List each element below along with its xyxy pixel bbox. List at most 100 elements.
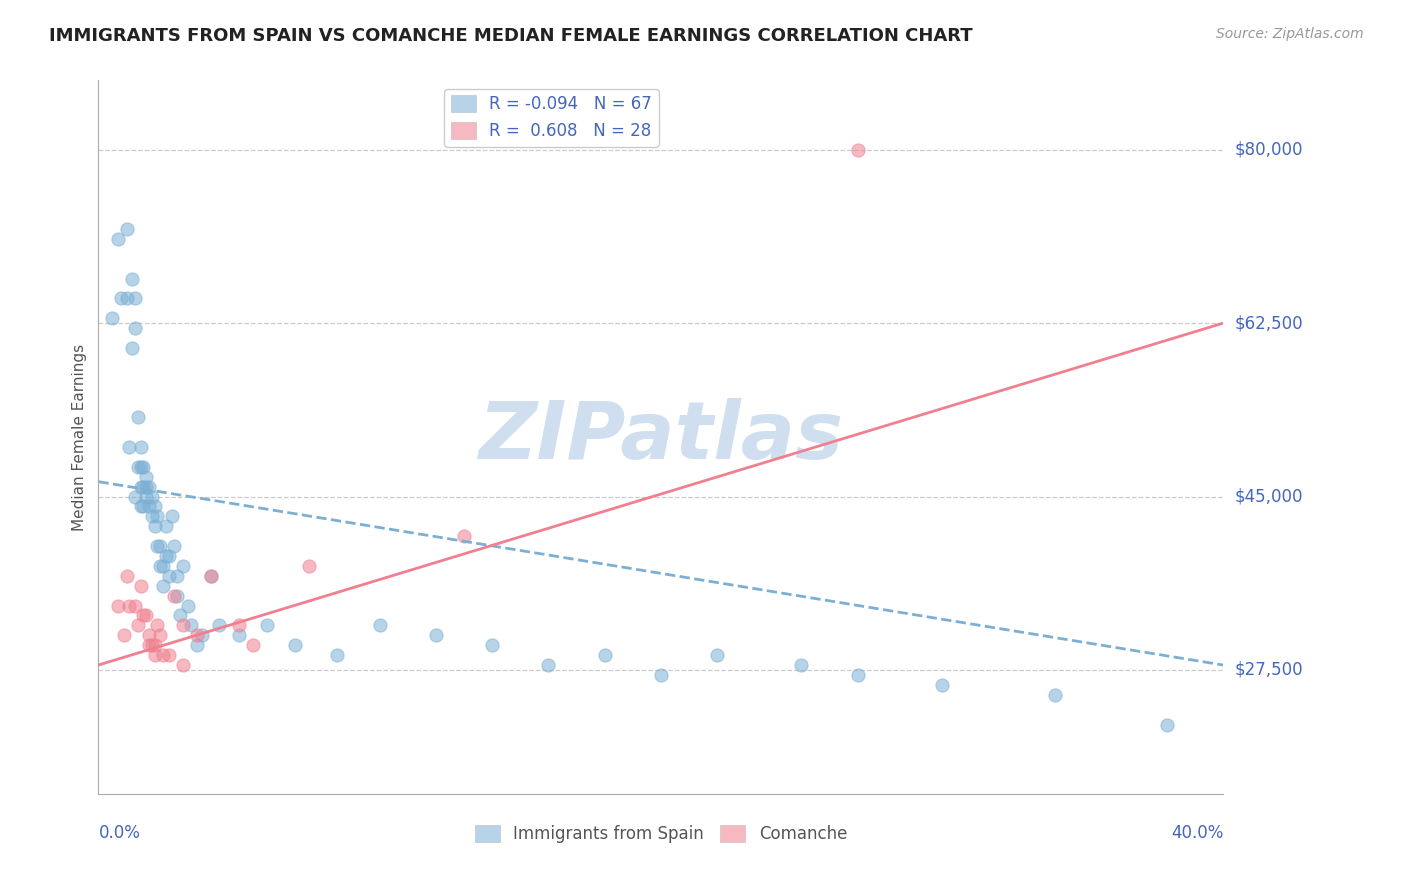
Point (112, 628, 135, 642)
Point (129, 500, 152, 514)
Point (138, 628, 160, 642)
Point (242, 638, 264, 652)
Point (101, 311, 124, 326)
Point (124, 490, 146, 504)
Y-axis label: Median Female Earnings: Median Female Earnings (72, 343, 87, 531)
Point (146, 539, 169, 553)
Point (143, 519, 166, 533)
Point (163, 539, 186, 553)
Point (846, 143, 869, 157)
Point (115, 222, 138, 236)
Point (152, 558, 174, 573)
Point (172, 558, 194, 573)
Point (107, 599, 129, 613)
Point (172, 658, 194, 673)
Text: ZIPatlas: ZIPatlas (478, 398, 844, 476)
Text: $80,000: $80,000 (1234, 141, 1303, 159)
Point (127, 410, 149, 425)
Point (1043, 688, 1066, 702)
Text: $27,500: $27,500 (1234, 661, 1303, 679)
Point (143, 648, 166, 662)
Point (141, 509, 163, 524)
Point (138, 500, 160, 514)
Point (537, 658, 560, 673)
Point (127, 618, 149, 632)
Point (152, 648, 174, 662)
Point (132, 500, 155, 514)
Point (790, 658, 813, 673)
Point (138, 638, 160, 652)
Point (115, 569, 138, 583)
Point (141, 638, 163, 652)
Point (110, 291, 132, 305)
Legend: Immigrants from Spain, Comanche: Immigrants from Spain, Comanche (468, 818, 853, 850)
Point (135, 608, 157, 623)
Point (124, 599, 146, 613)
Text: 0.0%: 0.0% (98, 824, 141, 842)
Point (146, 509, 169, 524)
Point (160, 509, 183, 524)
Point (155, 519, 177, 533)
Point (706, 648, 728, 662)
Point (135, 490, 157, 504)
Point (284, 638, 307, 652)
Point (132, 480, 155, 494)
Point (256, 618, 278, 632)
Point (129, 440, 152, 454)
Point (127, 459, 149, 474)
Point (186, 628, 208, 642)
Text: Source: ZipAtlas.com: Source: ZipAtlas.com (1216, 27, 1364, 41)
Point (132, 459, 155, 474)
Point (149, 539, 172, 553)
Point (163, 589, 186, 603)
Point (129, 480, 152, 494)
Point (177, 599, 200, 613)
Point (146, 618, 169, 632)
Point (121, 271, 143, 285)
Point (124, 291, 146, 305)
Point (157, 569, 180, 583)
Point (166, 589, 188, 603)
Point (846, 668, 869, 682)
Point (425, 628, 447, 642)
Point (172, 618, 194, 632)
Point (228, 618, 250, 632)
Point (650, 668, 672, 682)
Text: $62,500: $62,500 (1234, 314, 1303, 332)
Point (115, 291, 138, 305)
Point (200, 569, 222, 583)
Point (118, 599, 141, 613)
Point (107, 232, 129, 246)
Point (186, 638, 208, 652)
Point (143, 500, 166, 514)
Point (157, 549, 180, 563)
Text: 40.0%: 40.0% (1171, 824, 1223, 842)
Point (326, 648, 349, 662)
Point (180, 618, 202, 632)
Point (453, 529, 475, 543)
Text: IMMIGRANTS FROM SPAIN VS COMANCHE MEDIAN FEMALE EARNINGS CORRELATION CHART: IMMIGRANTS FROM SPAIN VS COMANCHE MEDIAN… (49, 27, 973, 45)
Point (481, 638, 503, 652)
Point (121, 341, 143, 355)
Point (155, 549, 177, 563)
Point (368, 618, 391, 632)
Text: $45,000: $45,000 (1234, 488, 1303, 506)
Point (931, 678, 953, 692)
Point (191, 628, 214, 642)
Point (593, 648, 616, 662)
Point (129, 579, 152, 593)
Point (149, 628, 172, 642)
Point (208, 618, 231, 632)
Point (228, 628, 250, 642)
Point (124, 321, 146, 335)
Point (298, 558, 321, 573)
Point (143, 638, 166, 652)
Point (141, 490, 163, 504)
Point (129, 459, 152, 474)
Point (135, 469, 157, 483)
Point (118, 440, 141, 454)
Point (169, 608, 191, 623)
Point (200, 569, 222, 583)
Point (157, 648, 180, 662)
Point (166, 569, 188, 583)
